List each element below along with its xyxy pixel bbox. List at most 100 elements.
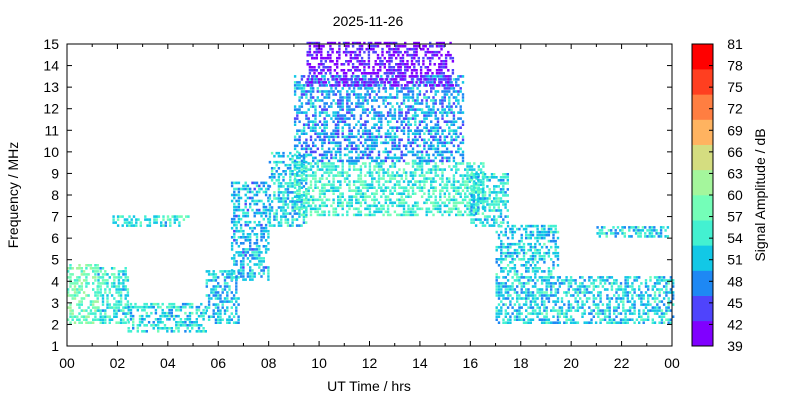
heat-cell (214, 285, 218, 288)
heat-cell (416, 108, 419, 111)
heat-cell (330, 87, 333, 90)
heat-cell (329, 72, 332, 75)
heat-cell (367, 41, 371, 45)
heat-cell (391, 117, 394, 120)
heat-cell (364, 198, 367, 202)
heat-cell (488, 224, 491, 227)
heat-cell (449, 84, 452, 87)
heat-cell (497, 264, 501, 267)
heat-cell (320, 60, 323, 63)
heat-cell (291, 218, 294, 221)
heat-cell (212, 309, 215, 312)
heat-cell (419, 69, 423, 72)
heat-cell (296, 108, 299, 111)
heat-cell (667, 297, 670, 300)
heat-cell (632, 229, 636, 232)
heat-cell (516, 276, 519, 279)
heat-cell (298, 210, 301, 214)
heat-cell (99, 318, 102, 321)
heat-cell (359, 168, 363, 171)
heat-cell (552, 236, 555, 240)
heat-cell (450, 150, 453, 154)
heat-cell (434, 189, 437, 192)
heat-cell (470, 192, 474, 195)
heat-cell (373, 99, 376, 102)
heat-cell (592, 279, 595, 282)
heat-cell (337, 117, 340, 120)
heat-cell (147, 305, 151, 309)
heat-cell (289, 182, 292, 185)
heat-cell (398, 183, 401, 186)
heat-cell (314, 129, 317, 132)
heat-cell (414, 132, 417, 135)
heat-cell (232, 270, 236, 273)
heat-cell (235, 193, 238, 197)
heat-cell (525, 270, 528, 273)
heat-cell (384, 87, 387, 90)
heat-cell (334, 207, 338, 211)
heat-cell (402, 186, 406, 189)
heat-cell (638, 294, 641, 297)
heat-cell (101, 297, 105, 300)
heat-cell (420, 99, 424, 102)
heat-cell (67, 276, 70, 279)
heat-cell (132, 305, 135, 309)
heat-cell (408, 81, 411, 84)
heat-cell (343, 171, 347, 174)
heat-cell (145, 314, 148, 318)
heat-cell (410, 47, 414, 51)
heat-cell (230, 276, 233, 279)
heat-cell (286, 185, 290, 188)
heat-cell (638, 297, 641, 300)
heat-cell (389, 96, 392, 99)
heat-cell (377, 96, 381, 99)
heat-cell (154, 324, 158, 327)
heat-cell (334, 81, 338, 84)
heat-cell (504, 176, 507, 179)
heat-cell (267, 275, 270, 278)
heat-cell (384, 198, 387, 202)
heat-cell (536, 315, 539, 318)
heat-cell (506, 242, 510, 246)
heat-cell (341, 168, 344, 171)
heat-cell (653, 297, 657, 300)
heat-cell (540, 297, 544, 300)
heat-cell (417, 41, 420, 45)
heat-cell (298, 170, 301, 173)
heat-cell (547, 248, 551, 252)
heat-cell (361, 144, 365, 148)
heat-cell (258, 220, 261, 224)
heat-cell (348, 174, 351, 177)
heat-cell (441, 144, 444, 148)
heat-cell (388, 53, 391, 57)
heat-cell (543, 318, 546, 321)
heat-cell (466, 201, 469, 205)
heat-cell (233, 205, 236, 209)
heat-cell (323, 192, 326, 195)
heat-cell (397, 75, 400, 78)
heat-cell (516, 294, 519, 297)
heat-cell (302, 93, 306, 96)
heat-cell (638, 312, 641, 315)
heat-cell (386, 123, 390, 126)
heat-cell (414, 204, 417, 208)
heat-cell (380, 204, 383, 208)
heat-cell (482, 186, 485, 189)
heat-cell (307, 198, 310, 202)
heat-cell (314, 210, 317, 214)
heat-cell (640, 282, 643, 285)
heat-cell (357, 186, 360, 189)
heat-cell (634, 232, 638, 235)
heat-cell (255, 254, 259, 257)
heat-cell (177, 330, 180, 333)
heat-cell (366, 120, 369, 123)
heat-cell (606, 306, 609, 309)
heat-cell (270, 167, 274, 170)
heat-cell (110, 267, 114, 270)
heat-cell (361, 102, 365, 105)
heat-cell (163, 314, 167, 318)
heat-cell (388, 41, 391, 45)
heat-cell (326, 66, 330, 69)
heat-cell (434, 117, 437, 120)
heat-cell (438, 44, 441, 48)
